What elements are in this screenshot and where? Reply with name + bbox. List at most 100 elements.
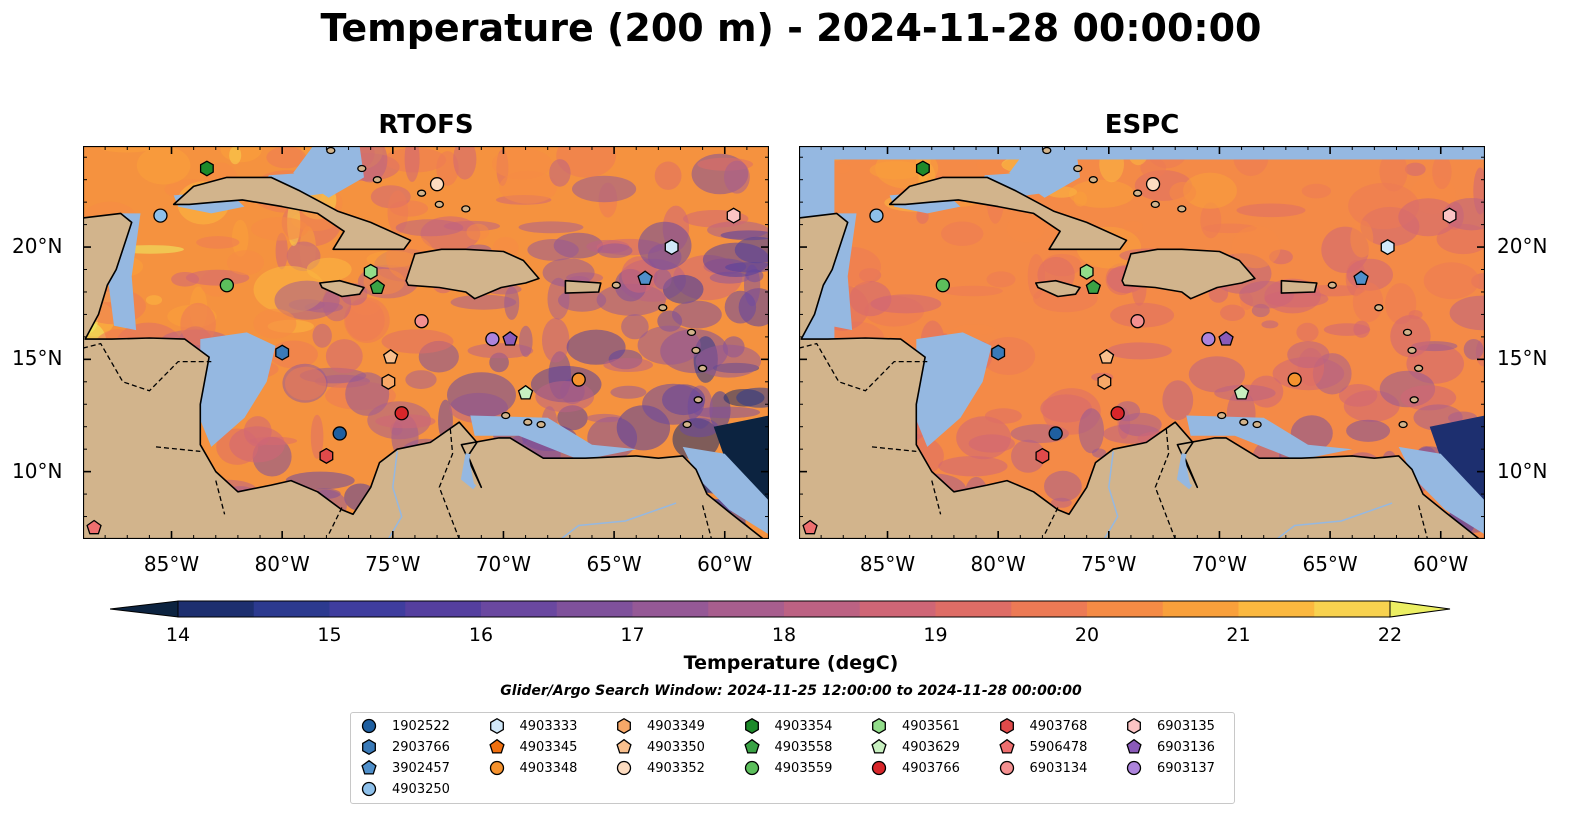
legend-marker-4903350	[616, 738, 632, 754]
float-marker-4903250	[869, 208, 884, 223]
legend-item: 4903629	[870, 737, 960, 757]
lat-tick-label-left: 10°N	[12, 458, 63, 483]
legend-label: 1902522	[392, 718, 450, 734]
hexagon-marker-icon	[1127, 717, 1141, 735]
lon-tick-label: 75°W	[1081, 552, 1137, 576]
lat-tick-label-right: 20°N	[1497, 234, 1548, 259]
legend-item: 5906478	[998, 737, 1087, 757]
land-yucatan	[83, 212, 769, 539]
legend-item: 4903768	[998, 716, 1088, 736]
hexagon-marker-icon	[617, 717, 631, 735]
float-marker-4903350	[382, 348, 399, 364]
float-marker-4903352	[1145, 177, 1161, 192]
legend-item: 4903345	[488, 737, 578, 757]
legend-marker-4903345	[488, 738, 505, 754]
legend-label: 3902457	[392, 760, 450, 776]
panel-title-espc: ESPC	[1104, 110, 1180, 140]
float-marker-4903349	[381, 373, 396, 390]
legend-item: 6903137	[1125, 758, 1215, 778]
colorbar-tick-label: 19	[923, 624, 948, 646]
land-jamaica	[1035, 279, 1081, 298]
legend-marker-1902522	[361, 718, 377, 734]
legend-item: 3902457	[360, 758, 450, 778]
colorbar-segment	[405, 601, 482, 617]
float-marker-6903136	[502, 330, 518, 346]
legend-item: 4903333	[488, 716, 577, 736]
legend-label: 4903629	[902, 739, 960, 755]
legend-marker-6903137	[1126, 760, 1142, 776]
legend: 1902522 2903766 3902457 4903250 4903333 49033…	[350, 712, 1235, 804]
legend-marker-4903352	[616, 760, 632, 776]
pentagon-marker-icon	[871, 738, 887, 754]
legend-label: 4903352	[647, 760, 705, 776]
colorbar-segment	[329, 601, 406, 617]
colorbar-tick-label: 15	[317, 624, 342, 646]
float-marker-6903137	[485, 331, 500, 347]
hexagon-marker-icon	[872, 717, 886, 735]
figure-title: Temperature (200 m) - 2024-11-28 00:00:0…	[320, 6, 1262, 50]
float-marker-4903629	[1233, 384, 1250, 400]
legend-label: 4903345	[519, 739, 578, 755]
legend-marker-6903135	[1127, 717, 1141, 735]
circle-marker-icon	[361, 718, 377, 734]
legend-label: 6903136	[1157, 739, 1215, 755]
colorbar-segment	[481, 601, 558, 617]
legend-label: 6903134	[1029, 760, 1088, 776]
float-marker-5906478	[86, 519, 102, 535]
lon-tick-label: 70°W	[1191, 552, 1248, 576]
pentagon-marker-icon	[488, 738, 505, 754]
float-marker-4903354	[199, 160, 214, 177]
float-marker-3902457	[637, 270, 653, 286]
map-espc	[799, 146, 1485, 539]
legend-marker-4903629	[871, 738, 887, 754]
lon-tick-label: 80°W	[970, 552, 1026, 576]
legend-marker-4903766	[871, 760, 887, 776]
float-marker-4903766	[394, 406, 409, 421]
circle-marker-icon	[744, 760, 759, 776]
float-marker-1902522	[1048, 426, 1063, 441]
float-marker-2903766	[991, 344, 1006, 361]
lat-tick-label-right: 15°N	[1497, 346, 1548, 371]
legend-marker-4903250	[361, 781, 377, 797]
legend-marker-3902457	[361, 759, 377, 775]
legend-label: 6903135	[1157, 718, 1215, 734]
legend-label: 4903354	[774, 718, 833, 734]
colorbar-segment	[708, 601, 785, 617]
colorbar-segment	[1087, 601, 1164, 617]
land-jamaica	[319, 279, 365, 298]
float-marker-6903134	[414, 314, 429, 329]
colorbar-segment	[178, 601, 255, 617]
legend-marker-4903768	[999, 717, 1014, 735]
legend-item: 2903766	[360, 737, 450, 757]
legend-label: 4903561	[902, 718, 960, 734]
legend-label: 4903559	[774, 760, 833, 776]
land-cuba	[888, 176, 1128, 251]
colorbar-segment	[859, 601, 936, 617]
lon-tick-label: 65°W	[586, 552, 642, 576]
legend-label: 6903137	[1157, 760, 1215, 776]
colorbar-segment	[1238, 601, 1315, 617]
legend-label: 4903348	[519, 760, 578, 776]
legend-item: 1902522	[360, 716, 450, 736]
legend-marker-4903354	[744, 717, 759, 735]
legend-item: 6903134	[998, 758, 1088, 778]
land-cuba	[172, 176, 412, 251]
colorbar-segment	[935, 601, 1012, 617]
hexagon-marker-icon	[362, 738, 376, 756]
legend-item: 4903559	[743, 758, 833, 778]
pentagon-marker-icon	[1126, 738, 1142, 754]
legend-label: 4903349	[647, 718, 705, 734]
map-frame	[83, 146, 769, 539]
colorbar-tick-label: 17	[620, 624, 645, 646]
circle-marker-icon	[489, 760, 504, 776]
lat-tick-label-left: 20°N	[12, 234, 63, 259]
legend-label: 4903766	[902, 760, 960, 776]
legend-label: 4903558	[774, 739, 833, 755]
legend-marker-4903333	[489, 717, 504, 735]
legend-label: 2903766	[392, 739, 450, 755]
float-marker-4903333	[664, 239, 679, 256]
colorbar-segment	[556, 601, 633, 617]
float-marker-4903558	[369, 279, 386, 295]
legend-marker-2903766	[362, 738, 376, 756]
legend-label: 4903768	[1029, 718, 1088, 734]
